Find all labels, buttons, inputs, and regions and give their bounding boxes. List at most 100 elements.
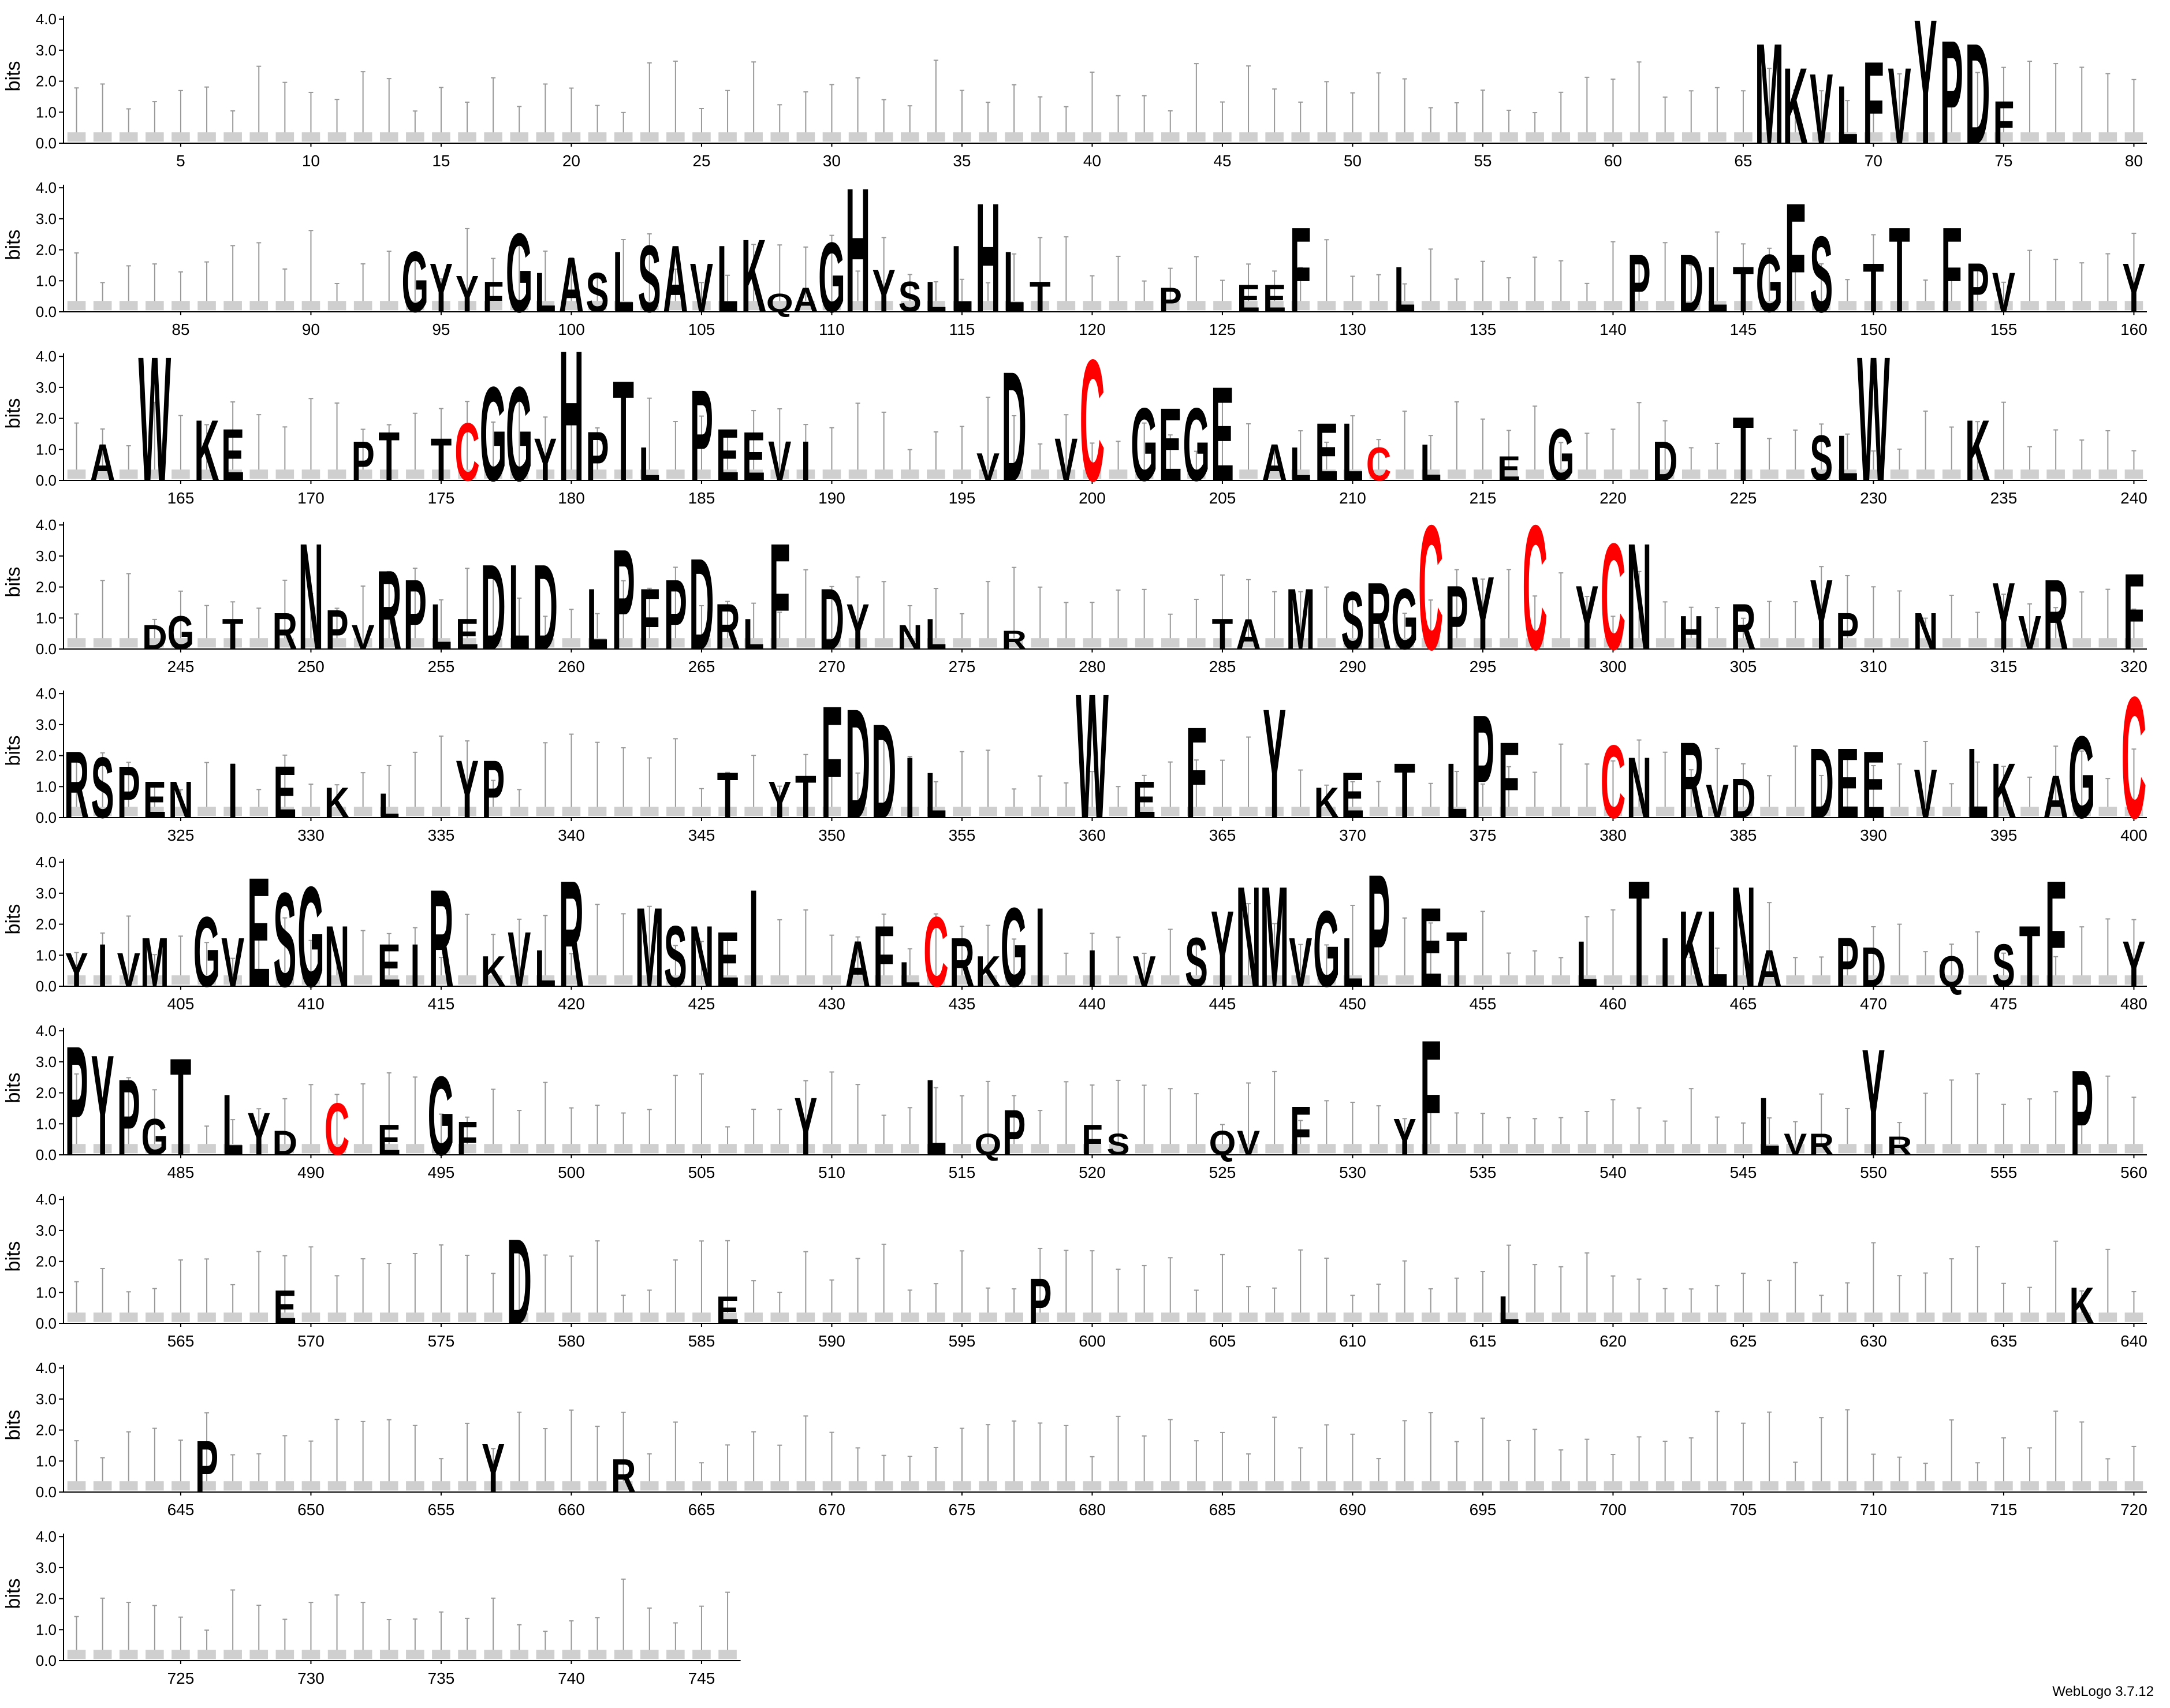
residue-noise (1760, 301, 1778, 311)
x-tick-label: 600 (1079, 1332, 1106, 1350)
residue-noise (1656, 1312, 1675, 1322)
x-tick-label: 630 (1860, 1332, 1887, 1350)
residue-letter: S (1810, 214, 1833, 335)
residue-noise (1500, 975, 1518, 985)
residue-noise (171, 469, 190, 479)
residue-noise (1578, 807, 1597, 816)
residue-noise (458, 807, 476, 816)
residue-noise (900, 975, 919, 985)
residue-letter-glyph: L (717, 226, 739, 333)
residue-noise (614, 1650, 633, 1659)
residue-noise (614, 1144, 633, 1154)
residue-letter-glyph: S (638, 226, 661, 333)
residue-noise (1942, 807, 1961, 816)
residue-noise (2046, 469, 2065, 479)
residue-noise (536, 1650, 555, 1659)
residue-noise (1474, 1144, 1492, 1154)
residue-letter: P (664, 560, 687, 670)
residue-letter: D (845, 677, 870, 851)
residue-letter: E (1862, 732, 1885, 838)
residue-letter-glyph: A (559, 242, 584, 329)
residue-noise (275, 975, 294, 985)
residue-letter-glyph: S (898, 273, 922, 322)
x-tick-label: 740 (558, 1669, 585, 1687)
residue-letter-glyph: T (1889, 202, 1910, 338)
residue-letter-glyph: L (1576, 928, 1598, 1001)
residue-noise (718, 638, 737, 648)
residue-noise (1343, 975, 1362, 985)
residue-noise (1135, 469, 1154, 479)
residue-letter: L (1837, 422, 1858, 495)
residue-noise (979, 1144, 997, 1154)
residue-letter: P (1471, 685, 1494, 849)
residue-noise (1135, 301, 1154, 311)
residue-noise (1239, 1144, 1258, 1154)
residue-noise (1005, 807, 1023, 816)
residue-letter-glyph: L (899, 955, 920, 994)
residue-noise (406, 1144, 424, 1154)
residue-noise (2072, 1481, 2091, 1491)
residue-letter: G (141, 1109, 168, 1166)
residue-letter: V (1914, 755, 1937, 833)
x-tick-label: 460 (1599, 995, 1627, 1013)
residue-noise (484, 1650, 502, 1659)
residue-noise (874, 807, 893, 816)
residue-noise (588, 301, 607, 311)
residue-letter-glyph: Y (247, 1100, 270, 1168)
x-tick-label: 290 (1339, 658, 1366, 676)
residue-noise (146, 1144, 164, 1154)
residue-letter-glyph: K (2070, 1277, 2094, 1335)
residue-letter-glyph: F (1082, 1116, 1103, 1165)
residue-letter-glyph: D (1861, 936, 1886, 998)
x-tick-label: 365 (1209, 826, 1236, 844)
x-tick-label: 125 (1209, 320, 1236, 338)
residue-noise (536, 1481, 555, 1491)
residue-noise (1135, 975, 1154, 985)
residue-letter: G (818, 222, 845, 333)
residue-noise (2020, 638, 2039, 648)
residue-noise (1734, 807, 1753, 816)
residue-noise (275, 638, 294, 648)
residue-noise (874, 132, 893, 142)
residue-noise (1083, 638, 1102, 648)
residue-noise (275, 1312, 294, 1322)
residue-noise (562, 638, 581, 648)
residue-noise (1369, 807, 1388, 816)
residue-noise (692, 301, 711, 311)
residue-noise (614, 807, 633, 816)
residue-noise (1708, 1312, 1727, 1322)
residue-noise (666, 132, 685, 142)
residue-letter: L (222, 1077, 244, 1174)
residue-noise (744, 132, 763, 142)
residue-noise (1474, 1312, 1492, 1322)
residue-letter: V (352, 618, 375, 657)
x-tick-label: 180 (558, 489, 585, 507)
residue-noise (718, 1312, 737, 1322)
x-tick-label: 425 (688, 995, 715, 1013)
residue-noise (223, 132, 242, 142)
residue-letter: S (273, 865, 296, 1015)
residue-letter-glyph: P (1836, 603, 1859, 661)
residue-noise (1838, 807, 1857, 816)
residue-noise (1500, 1144, 1518, 1154)
residue-noise (1213, 469, 1232, 479)
residue-noise (744, 1312, 763, 1322)
residue-letter: H (845, 151, 870, 350)
residue-noise (510, 638, 529, 648)
residue-letter-glyph: H (975, 171, 1000, 345)
residue-noise (1552, 1481, 1571, 1491)
residue-noise (379, 469, 398, 479)
residue-noise (93, 1650, 112, 1659)
residue-noise (1604, 132, 1623, 142)
residue-noise (1448, 469, 1466, 479)
residue-letter: Y (873, 257, 896, 325)
residue-letter-glyph: R (428, 861, 453, 1016)
residue-letter-glyph: K (1314, 779, 1339, 827)
residue-noise (1916, 1144, 1935, 1154)
residue-letter-glyph: S (1810, 422, 1833, 495)
residue-letter: L (639, 438, 660, 491)
residue-letter: F (1082, 1116, 1103, 1165)
residue-noise (93, 1481, 112, 1491)
x-tick-label: 660 (558, 1501, 585, 1519)
residue-noise (2020, 807, 2039, 816)
